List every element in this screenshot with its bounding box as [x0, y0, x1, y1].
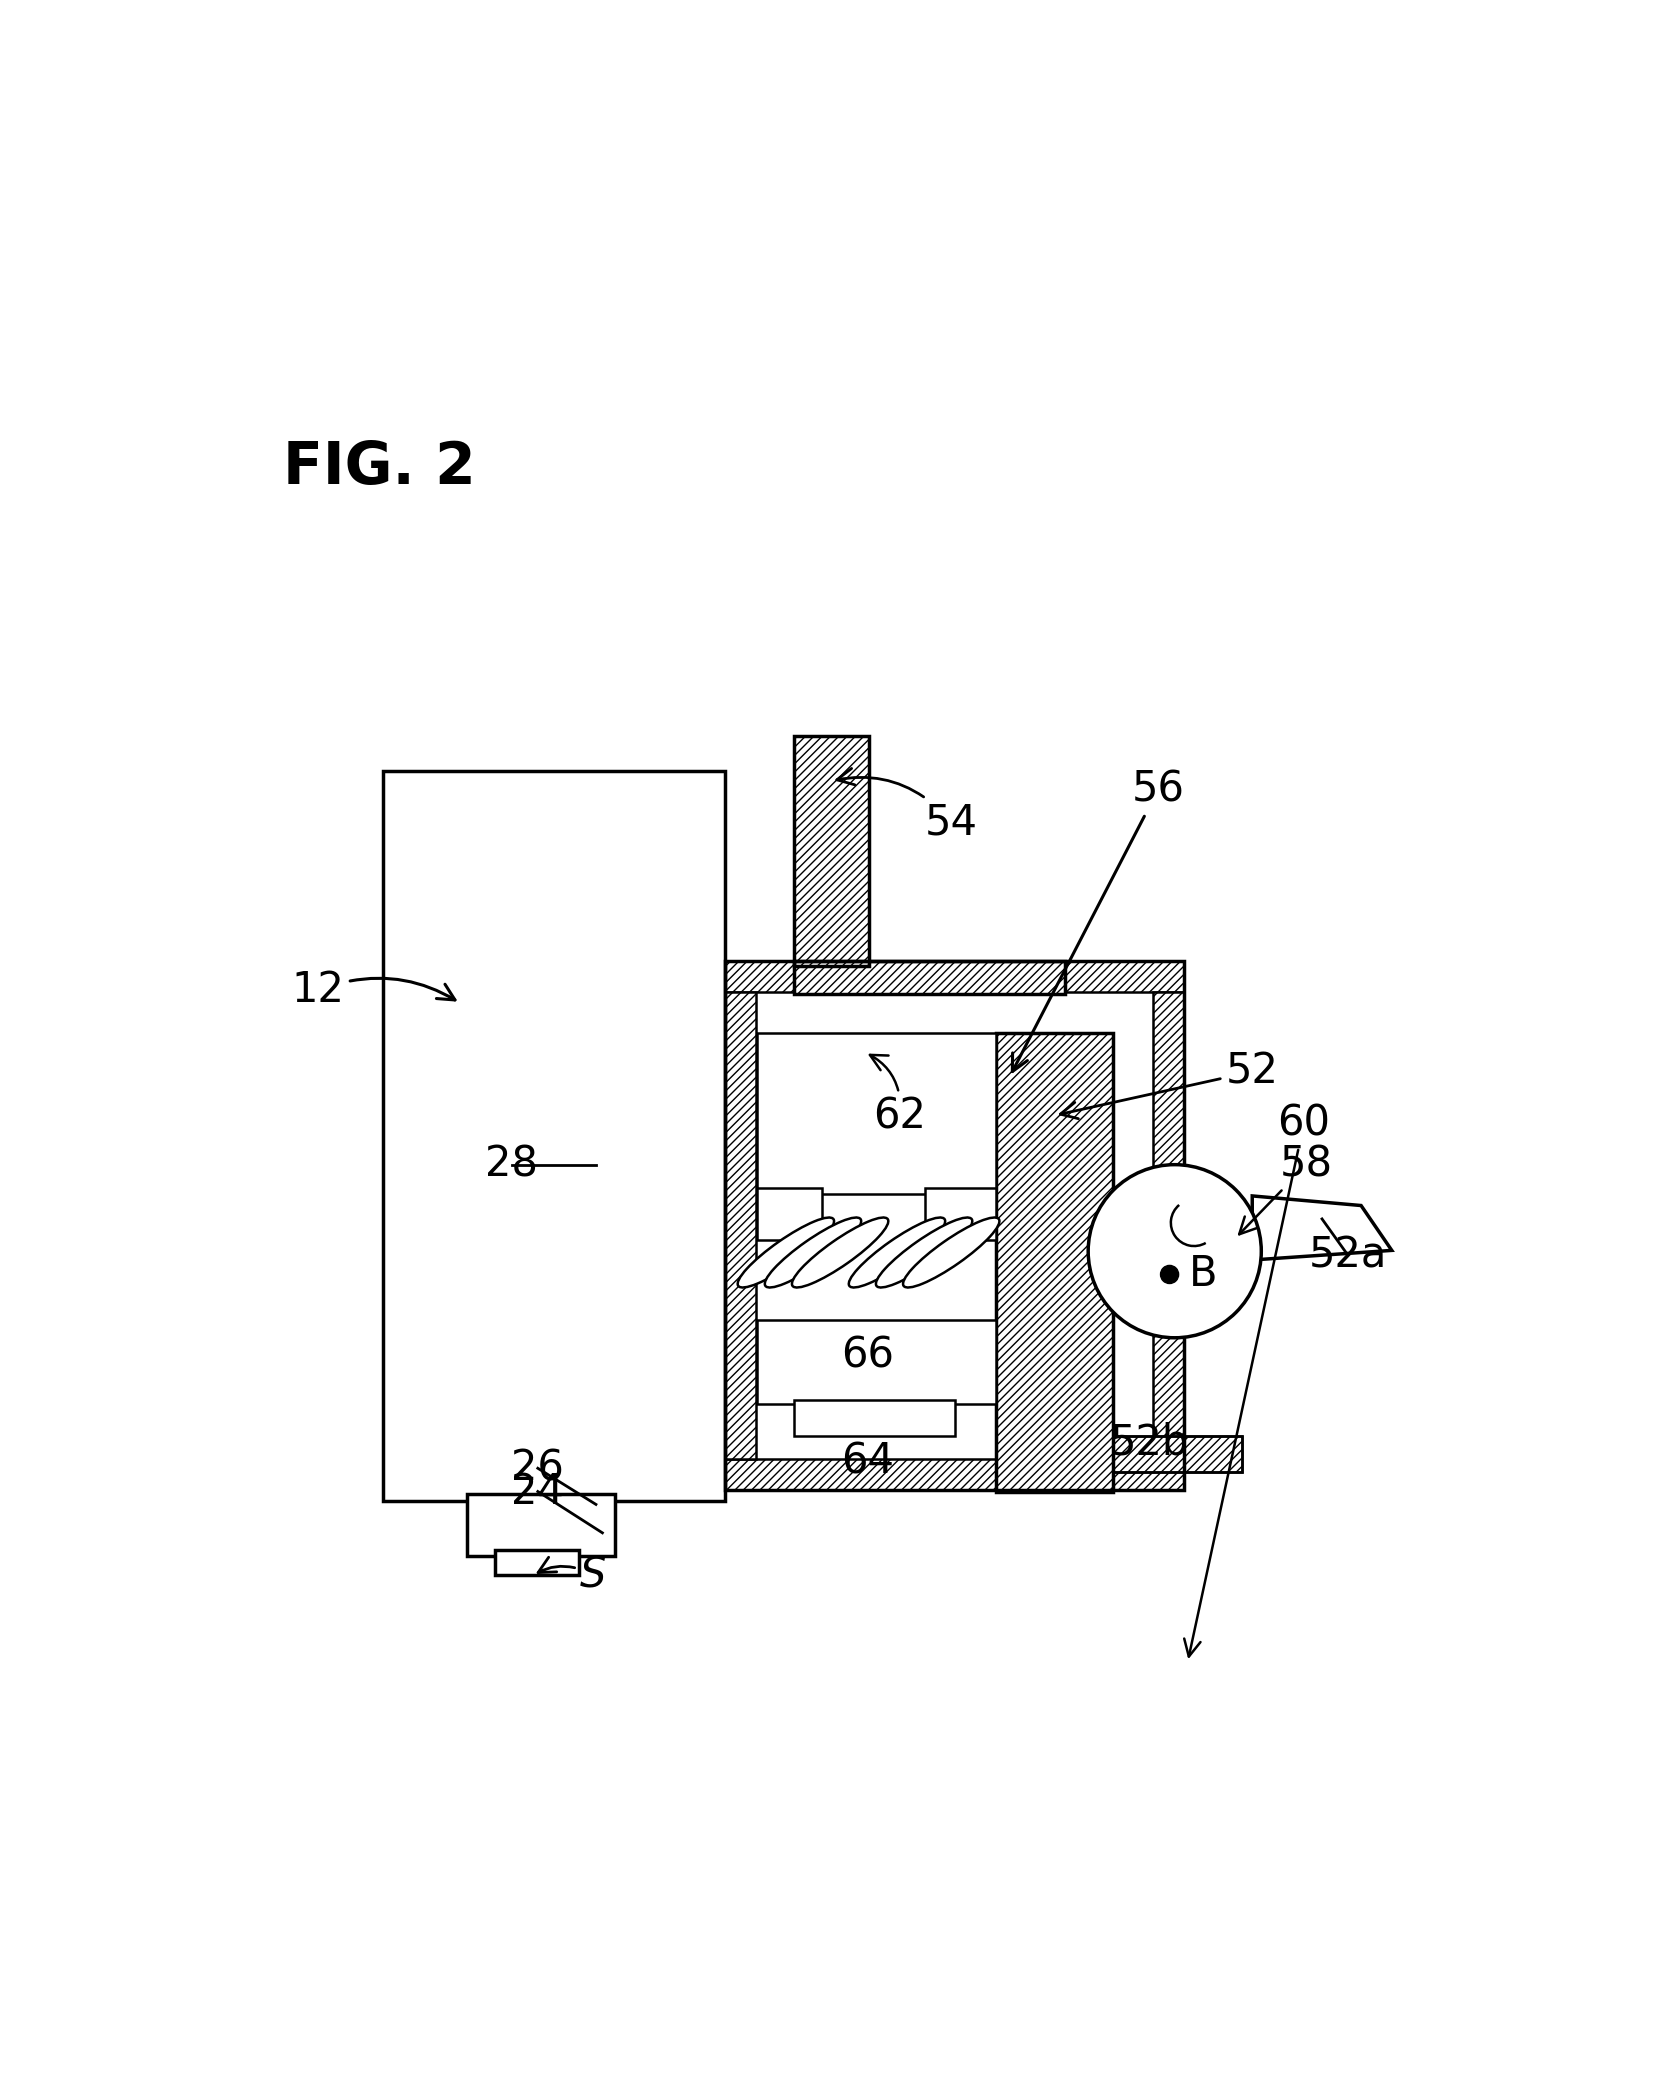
Ellipse shape: [792, 1217, 889, 1287]
Text: 52: 52: [1060, 1050, 1279, 1119]
Bar: [467, 1495, 615, 1557]
Bar: [793, 961, 1065, 994]
Text: 24: 24: [512, 1470, 563, 1513]
Bar: [997, 1034, 1114, 1491]
Circle shape: [1160, 1266, 1179, 1283]
Bar: [725, 992, 757, 1459]
Bar: [725, 961, 1184, 992]
Text: 26: 26: [512, 1447, 563, 1488]
Text: 12: 12: [292, 969, 455, 1011]
Text: 56: 56: [1012, 768, 1185, 1071]
Bar: [725, 1459, 1184, 1491]
Text: 28: 28: [485, 1144, 538, 1185]
Text: 58: 58: [1239, 1144, 1334, 1235]
Bar: [495, 1549, 578, 1576]
Ellipse shape: [849, 1217, 945, 1287]
Bar: [1114, 1437, 1242, 1472]
Bar: [793, 735, 869, 965]
Bar: [997, 1034, 1114, 1491]
Bar: [793, 1399, 955, 1437]
Bar: [1114, 1437, 1242, 1472]
Bar: [757, 1187, 822, 1239]
Bar: [1154, 992, 1184, 1459]
Text: 60: 60: [1184, 1102, 1330, 1657]
Ellipse shape: [904, 1217, 1000, 1287]
Text: S: S: [538, 1555, 607, 1596]
Polygon shape: [1252, 1196, 1392, 1260]
Text: 52b: 52b: [1109, 1422, 1189, 1464]
Ellipse shape: [738, 1217, 834, 1287]
Bar: [793, 961, 1065, 994]
Text: FIG. 2: FIG. 2: [283, 438, 477, 496]
Text: B: B: [1189, 1254, 1217, 1295]
Bar: [725, 961, 1184, 1491]
Text: 62: 62: [870, 1055, 925, 1138]
Text: 54: 54: [837, 768, 979, 843]
Bar: [757, 1034, 997, 1194]
Text: 52a: 52a: [1309, 1233, 1387, 1277]
Text: 66: 66: [840, 1335, 894, 1376]
Bar: [383, 770, 725, 1501]
Bar: [757, 1320, 997, 1403]
Bar: [793, 735, 869, 965]
Ellipse shape: [875, 1217, 972, 1287]
Circle shape: [1089, 1165, 1262, 1337]
Text: 64: 64: [840, 1441, 894, 1482]
Ellipse shape: [765, 1217, 862, 1287]
Bar: [925, 1187, 997, 1239]
